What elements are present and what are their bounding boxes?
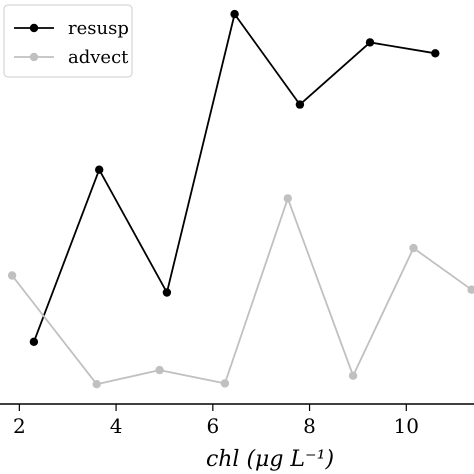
legend-marker-resusp [29,23,39,33]
x-tick-label-4: 10 [394,414,419,438]
x-axis-label: chl (μg L⁻¹) [206,447,334,472]
plot-area [7,9,474,389]
legend-label-advect: advect [68,47,129,68]
x-tick-label-3: 8 [303,414,316,438]
data-point-resusp-2 [162,288,172,297]
data-point-advect-4 [283,194,292,203]
legend: resusp advect [3,4,133,78]
data-point-resusp-0 [29,337,39,346]
legend-marker-advect [29,52,39,62]
legend-label-resusp: resusp [68,18,129,39]
x-ticks: 2 4 6 8 10 [13,404,419,438]
data-point-advect-5 [348,371,358,380]
data-point-advect-2 [155,365,164,375]
data-point-resusp-3 [230,9,239,19]
data-point-advect-6 [409,243,418,253]
x-tick-label-0: 2 [13,414,26,438]
data-point-resusp-6 [431,49,440,58]
data-point-resusp-4 [295,100,305,109]
x-tick-label-2: 6 [206,414,219,438]
data-point-advect-3 [220,379,230,388]
data-point-advect-0 [7,271,17,280]
data-point-resusp-1 [95,165,104,174]
data-point-resusp-5 [365,38,375,47]
data-point-advect-7 [467,285,474,294]
series-line-advect [11,197,473,386]
data-point-advect-1 [92,380,101,389]
x-tick-label-1: 4 [110,414,123,438]
